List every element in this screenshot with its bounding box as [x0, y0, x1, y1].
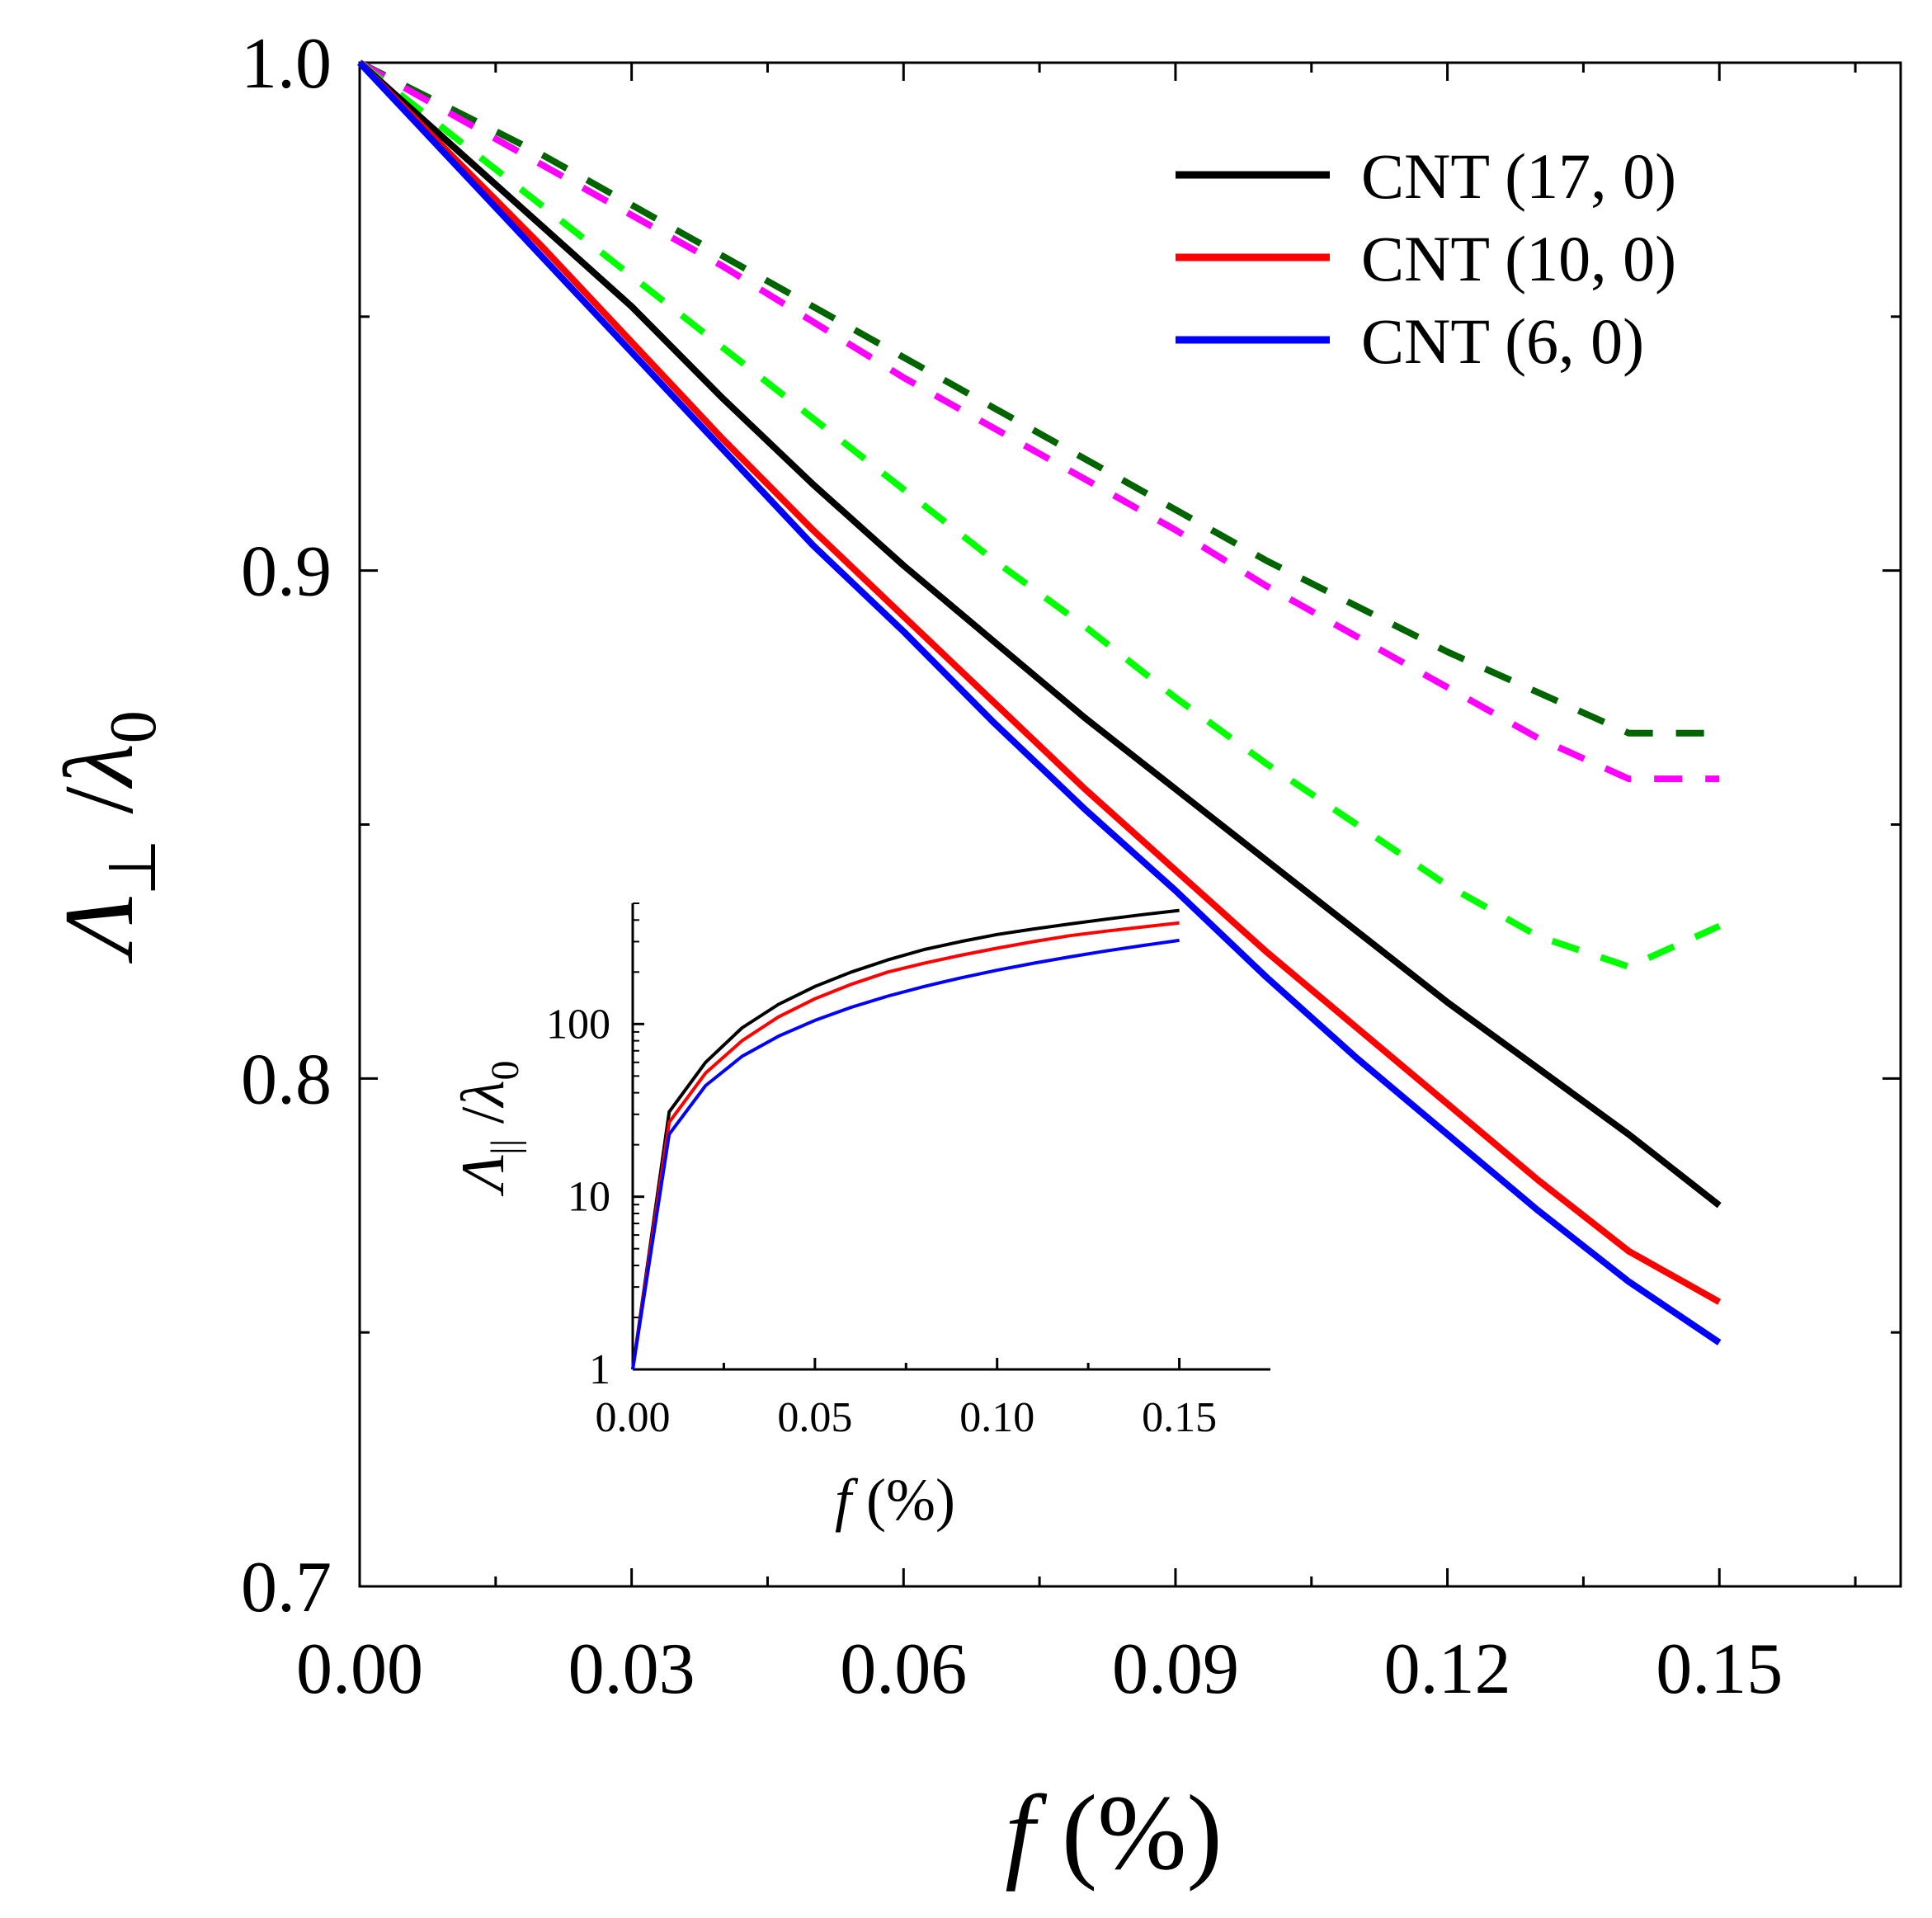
- y-tick-label: 1.0: [241, 24, 332, 104]
- y-axis-slash: /: [44, 786, 153, 839]
- inset-x-axis-unit: (%): [851, 1467, 955, 1533]
- y-axis-symbol: Λ: [44, 896, 153, 964]
- x-tick-label: 0.00: [296, 1629, 423, 1709]
- legend: CNT (17, 0) CNT (10, 0) CNT (6, 0): [1176, 140, 1676, 377]
- main-plot: 0.00 0.03 0.06 0.09 0.12 0.15 0.7 0.8 0.9 1.0 f (%…: [44, 24, 1902, 1892]
- series-line-4: [358, 59, 1720, 783]
- x-tick-label: 0.03: [568, 1629, 695, 1709]
- inset-x-tick-label: 0.15: [1142, 1394, 1217, 1441]
- legend-label-1: CNT (10, 0): [1361, 223, 1676, 295]
- inset-series-line-1: [631, 921, 1180, 1370]
- inset-series-line-0: [631, 908, 1180, 1370]
- inset-y-axis-denominator: λ: [450, 1080, 517, 1108]
- x-axis-unit: (%): [1034, 1774, 1222, 1892]
- inset-y-axis-denominator-sub: 0: [483, 1060, 527, 1080]
- x-tick-label: 0.15: [1656, 1629, 1783, 1709]
- y-tick-label: 0.7: [241, 1548, 332, 1628]
- y-axis-denominator: λ: [44, 743, 153, 789]
- y-axis-denominator-sub: 0: [97, 710, 170, 743]
- inset-x-tick-label: 0.10: [959, 1394, 1034, 1441]
- y-axis-subscript: ⊥: [97, 839, 170, 897]
- legend-label-0: CNT (17, 0): [1361, 140, 1676, 212]
- x-tick-label: 0.06: [840, 1629, 967, 1709]
- inset-plot: 0.00 0.05 0.10 0.15 1 10 100 f (%) Λ|| /λ0: [450, 902, 1270, 1533]
- inset-x-tick-label: 0.00: [596, 1394, 671, 1441]
- inset-series-line-2: [631, 938, 1180, 1370]
- series-line-2: [357, 60, 1722, 1345]
- y-tick-label: 0.8: [241, 1039, 332, 1119]
- inset-x-tick-label: 0.05: [777, 1394, 852, 1441]
- legend-label-2: CNT (6, 0): [1361, 305, 1644, 377]
- x-tick-label: 0.09: [1112, 1629, 1239, 1709]
- x-tick-label: 0.12: [1384, 1629, 1511, 1709]
- x-axis-title: f (%): [1005, 1774, 1223, 1892]
- inset-y-axis-symbol: Λ: [450, 1155, 517, 1197]
- series-line-0: [357, 60, 1722, 1209]
- inset-y-tick-label: 1: [589, 1346, 610, 1393]
- y-tick-label: 0.9: [241, 532, 332, 612]
- inset-y-axis-slash: /: [450, 1106, 517, 1139]
- inset-y-axis-subscript: ||: [483, 1139, 527, 1155]
- inset-y-tick-label: 100: [546, 1001, 610, 1048]
- inset-y-axis-title: Λ|| /λ0: [450, 1060, 527, 1196]
- series-line-3: [358, 59, 1720, 737]
- y-axis-title: Λ⊥ /λ0: [44, 710, 170, 964]
- series-line-1: [357, 60, 1722, 1305]
- inset-x-axis-title: f (%): [835, 1467, 955, 1533]
- inset-y-tick-label: 10: [568, 1174, 610, 1221]
